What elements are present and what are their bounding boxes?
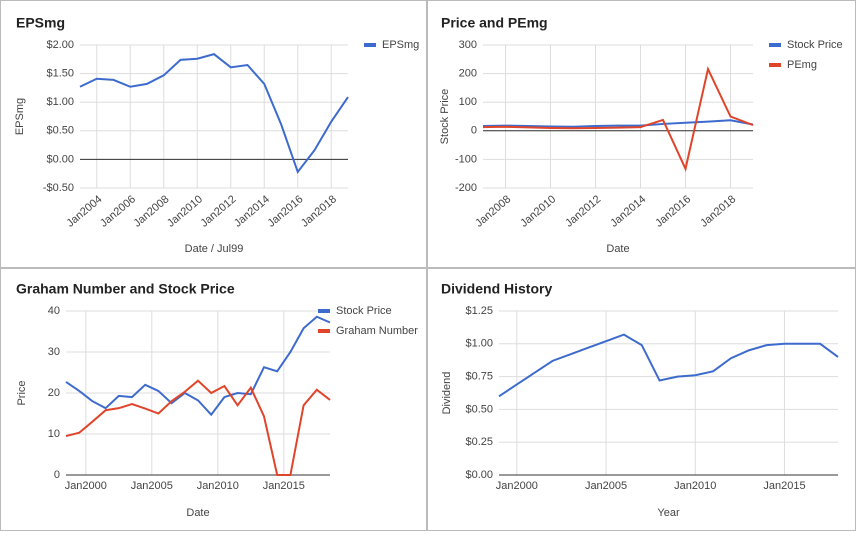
y-tick-label: -$0.50 — [43, 182, 74, 194]
legend-label: Stock Price — [787, 39, 843, 51]
data-line — [482, 119, 754, 128]
data-line — [482, 65, 754, 172]
x-tick-label: Jan2000 — [496, 480, 538, 492]
y-tick-label: $0.50 — [465, 403, 493, 415]
x-tick-label: Jan2015 — [763, 480, 805, 492]
y-tick-label: $0.00 — [46, 153, 74, 165]
x-axis-label: Date / Jul99 — [185, 243, 244, 255]
y-tick-label: $0.00 — [465, 469, 493, 481]
x-axis-label: Date — [606, 243, 629, 255]
legend-label: PEmg — [787, 59, 817, 71]
y-tick-label: $2.00 — [46, 39, 74, 51]
y-tick-label: $0.25 — [465, 436, 493, 448]
y-tick-label: 10 — [48, 428, 60, 440]
x-tick-label: Jan2000 — [65, 480, 107, 492]
panel — [0, 268, 427, 531]
y-axis-label: Stock Price — [439, 89, 451, 145]
x-axis-label: Year — [657, 507, 680, 519]
legend-label: Graham Number — [336, 325, 418, 337]
legend-swatch — [318, 329, 330, 333]
data-line — [65, 315, 331, 417]
x-axis-label: Date — [186, 507, 209, 519]
y-tick-label: -100 — [455, 153, 477, 165]
y-axis-label: Price — [16, 380, 28, 405]
y-tick-label: $0.75 — [465, 371, 493, 383]
legend-swatch — [769, 43, 781, 47]
y-tick-label: 0 — [471, 125, 477, 137]
y-tick-label: 20 — [48, 387, 60, 399]
y-tick-label: $1.50 — [46, 68, 74, 80]
y-tick-label: 0 — [54, 469, 60, 481]
y-tick-label: $0.50 — [46, 125, 74, 137]
y-tick-label: $1.00 — [46, 96, 74, 108]
legend-label: EPSmg — [382, 39, 419, 51]
data-line — [65, 379, 331, 476]
data-line — [498, 333, 839, 398]
chart-title: Dividend History — [441, 281, 552, 297]
x-tick-label: Jan2010 — [197, 480, 239, 492]
legend-label: Stock Price — [336, 305, 392, 317]
y-tick-label: 200 — [459, 68, 477, 80]
legend-swatch — [364, 43, 376, 47]
x-tick-label: Jan2010 — [674, 480, 716, 492]
y-tick-label: $1.00 — [465, 338, 493, 350]
chart-title: Graham Number and Stock Price — [16, 281, 235, 297]
x-tick-label: Jan2005 — [131, 480, 173, 492]
y-tick-label: 30 — [48, 346, 60, 358]
x-tick-label: Jan2015 — [263, 480, 305, 492]
y-axis-label: EPSmg — [14, 98, 26, 135]
data-line — [79, 53, 349, 175]
x-tick-label: Jan2005 — [585, 480, 627, 492]
y-tick-label: 300 — [459, 39, 477, 51]
y-tick-label: 100 — [459, 96, 477, 108]
chart-title: Price and PEmg — [441, 15, 548, 31]
y-tick-label: $1.25 — [465, 305, 493, 317]
y-tick-label: 40 — [48, 305, 60, 317]
y-axis-label: Dividend — [441, 372, 453, 415]
y-tick-label: -200 — [455, 182, 477, 194]
legend-swatch — [769, 63, 781, 67]
legend-swatch — [318, 309, 330, 313]
chart-title: EPSmg — [16, 15, 65, 31]
